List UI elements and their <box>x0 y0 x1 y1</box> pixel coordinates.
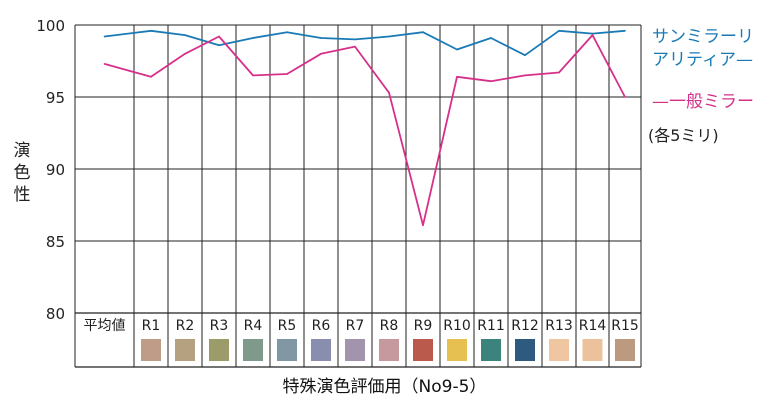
series-1-point-3 <box>218 35 220 38</box>
series-0-point-6 <box>320 37 322 39</box>
series-0-point-3 <box>218 44 220 46</box>
series-0-point-7 <box>354 38 356 41</box>
color-swatch-10 <box>447 339 467 361</box>
category-label-12: R12 <box>511 318 539 334</box>
series-1-point-1 <box>150 76 152 78</box>
series-1-point-14 <box>591 34 594 36</box>
series-1-point-8 <box>388 91 390 94</box>
series-0-point-0 <box>103 35 106 38</box>
series-0-point-12 <box>524 54 526 57</box>
category-label-8: R8 <box>380 318 399 334</box>
category-label-5: R5 <box>278 318 297 334</box>
color-swatch-13 <box>549 339 569 361</box>
series-1-point-12 <box>524 74 526 77</box>
legend-series-general-mirror: —一般ミラー <box>652 92 754 112</box>
legend-series-sunmirror: サンミラーリアリティア— <box>652 27 754 70</box>
color-swatch-2 <box>175 339 195 361</box>
series-0-point-11 <box>490 37 492 39</box>
series-1-point-5 <box>286 73 288 75</box>
category-label-9: R9 <box>414 318 433 334</box>
category-label-14: R14 <box>579 318 607 334</box>
series-0-point-1 <box>150 29 152 32</box>
series-1-point-15 <box>624 96 626 98</box>
y-tick-label-0: 80 <box>46 305 65 323</box>
series-1-point-10 <box>456 76 458 78</box>
color-swatch-11 <box>481 339 501 361</box>
color-swatch-6 <box>311 339 331 361</box>
category-label-15: R15 <box>611 318 639 334</box>
series-1-point-2 <box>184 53 186 55</box>
series-1-point-4 <box>252 74 254 77</box>
color-swatch-9 <box>413 339 433 361</box>
category-label-7: R7 <box>346 318 365 334</box>
y-axis-label: 演色性 <box>13 141 31 205</box>
color-swatch-12 <box>515 339 535 361</box>
category-label-0: 平均値 <box>84 318 126 334</box>
category-label-6: R6 <box>312 318 331 334</box>
series-0-point-8 <box>388 35 390 38</box>
series-0-point-5 <box>286 31 288 33</box>
series-line-0 <box>104 29 626 57</box>
color-swatch-14 <box>582 339 603 361</box>
color-swatch-4 <box>243 339 263 361</box>
category-label-10: R10 <box>443 318 471 334</box>
series-0-point-14 <box>591 32 594 35</box>
y-tick-label-2: 90 <box>46 161 65 179</box>
color-swatch-3 <box>209 339 229 361</box>
color-swatch-8 <box>379 339 399 361</box>
y-tick-label-3: 95 <box>46 89 65 107</box>
color-swatch-7 <box>345 339 365 361</box>
category-label-3: R3 <box>210 318 229 334</box>
series-1-point-6 <box>320 53 322 55</box>
legend-note: (各5ミリ) <box>648 126 719 145</box>
series-0-point-13 <box>558 29 560 32</box>
color-swatch-15 <box>615 339 635 361</box>
category-label-11: R11 <box>477 318 505 334</box>
series-0-point-4 <box>252 37 254 39</box>
y-tick-label-4: 100 <box>36 17 65 35</box>
series-1-point-0 <box>103 63 106 65</box>
category-label-13: R13 <box>545 318 573 334</box>
category-label-2: R2 <box>176 318 195 334</box>
series-0-point-9 <box>422 31 424 33</box>
series-1-point-7 <box>354 45 356 48</box>
series-0-point-15 <box>624 29 626 32</box>
series-1-point-9 <box>422 224 424 226</box>
color-swatch-1 <box>141 339 161 361</box>
series-1-point-13 <box>558 71 560 74</box>
color-swatch-5 <box>277 339 297 361</box>
y-tick-label-1: 85 <box>46 233 65 251</box>
series-1-point-11 <box>490 80 492 82</box>
series-0-point-2 <box>184 34 186 36</box>
x-axis-label: 特殊演色評価用（No9-5） <box>282 377 487 397</box>
series-line-1 <box>104 34 626 227</box>
series-0-point-10 <box>456 48 458 51</box>
category-label-1: R1 <box>142 318 161 334</box>
category-label-4: R4 <box>244 318 263 334</box>
